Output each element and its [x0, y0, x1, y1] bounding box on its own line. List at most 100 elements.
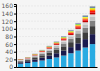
bar-segment [39, 53, 44, 54]
bar-segment [47, 47, 52, 48]
bar-segment [75, 29, 80, 31]
bar-segment [25, 57, 30, 58]
bar-segment [68, 30, 73, 31]
bar-segment [75, 23, 80, 24]
bar-segment [75, 24, 80, 26]
bar-segment [54, 46, 59, 48]
bars [18, 6, 95, 67]
bar-segment [54, 41, 59, 42]
bar-segment [61, 36, 66, 37]
series [18, 7, 95, 59]
bar-segment [25, 57, 30, 58]
series [18, 12, 95, 60]
bar-segment [32, 53, 37, 54]
tick-mark [14, 14, 16, 15]
bar-segment [18, 59, 23, 60]
bar-segment [18, 59, 23, 60]
tick: 120 [2, 18, 16, 25]
tick-label: 120 [2, 18, 14, 25]
bar-segment [25, 57, 30, 58]
tick-label: 60 [5, 41, 13, 48]
bar-segment [47, 46, 52, 47]
series [18, 6, 95, 59]
bar-segment [83, 28, 88, 33]
bar-segment [39, 58, 44, 61]
bar-segment [18, 59, 23, 60]
bar-segment [39, 55, 44, 57]
bar-segment [68, 36, 73, 38]
bar-segment [32, 54, 37, 55]
bar-segment [54, 45, 59, 46]
bar-segment [83, 17, 88, 19]
bar-segment [47, 45, 52, 46]
bar-segment [39, 49, 44, 50]
tick: 80 [5, 33, 16, 40]
bar-segment [39, 50, 44, 51]
bar-segment [90, 7, 95, 9]
bar-segment [25, 58, 30, 59]
axis-line [14, 5, 17, 68]
bar-segment [32, 55, 37, 57]
bar-segment [75, 33, 80, 37]
bar-segment [61, 46, 66, 50]
bar-segment [61, 56, 66, 67]
bar-segment [83, 15, 88, 16]
bar-segment [83, 19, 88, 20]
bar-segment [75, 24, 80, 25]
bar-segment [75, 26, 80, 28]
tick-label: 20 [5, 56, 13, 63]
bar-segment [61, 44, 66, 47]
bar-segment [54, 42, 59, 43]
bar-segment [61, 37, 66, 38]
bar-segment [18, 59, 23, 60]
bar-segment [25, 59, 30, 61]
bar-segment [90, 10, 95, 11]
bar-segment [68, 35, 73, 37]
bar-segment [68, 30, 73, 31]
bar-segment [68, 32, 73, 34]
bar-segment [47, 46, 52, 47]
tick-label: 80 [5, 33, 13, 40]
bar-segment [90, 7, 95, 8]
series [18, 21, 95, 62]
bar-segment [75, 51, 80, 67]
bar-segment [54, 48, 59, 50]
bar-segment [54, 50, 59, 53]
series [18, 9, 95, 60]
bar-segment [54, 41, 59, 42]
bar-segment [54, 41, 59, 42]
bar-segment [90, 6, 95, 7]
tick-label: 160 [2, 2, 14, 9]
bar-segment [32, 54, 37, 55]
bar-segment [39, 50, 44, 51]
bar-segment [75, 37, 80, 43]
bar-segment [32, 54, 37, 55]
bar-segment [68, 30, 73, 31]
bar-segment [54, 43, 59, 44]
bar-segment [54, 53, 59, 57]
bar-segment [61, 36, 66, 37]
bar-segment [90, 21, 95, 26]
tick: 100 [2, 25, 16, 32]
bar-segment [68, 31, 73, 32]
bar-segment [61, 38, 66, 40]
bar-segment [83, 15, 88, 16]
bar-segment [83, 15, 88, 16]
bar-segment [61, 39, 66, 41]
bar-segment [47, 47, 52, 48]
bar-segment [54, 44, 59, 46]
bar-segment [25, 57, 30, 58]
bar-segment [83, 16, 88, 18]
bar-segment [90, 17, 95, 21]
bar-segment [75, 23, 80, 24]
bar-segment [39, 51, 44, 52]
bar-segment [90, 14, 95, 17]
bar-segment [32, 58, 37, 60]
bar-segment [68, 30, 73, 31]
bar-segment [75, 43, 80, 50]
bar-segment [18, 59, 23, 60]
bar-segment [25, 57, 30, 58]
bar-segment [32, 62, 37, 67]
bar-segment [90, 44, 95, 67]
bar-segment [90, 8, 95, 10]
